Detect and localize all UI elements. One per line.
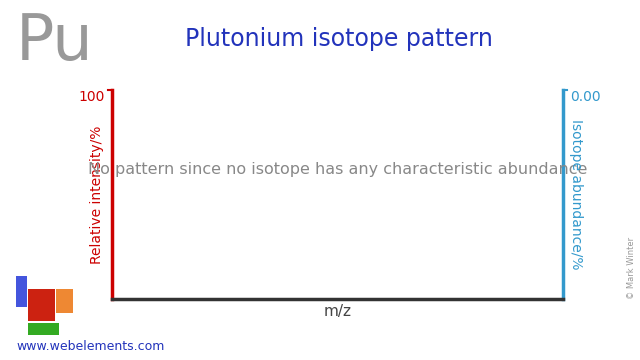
Bar <box>56 289 73 313</box>
Text: 0.00: 0.00 <box>570 90 600 104</box>
X-axis label: m/z: m/z <box>324 304 351 319</box>
Text: www.webelements.com: www.webelements.com <box>16 340 164 353</box>
Bar <box>28 289 55 321</box>
Y-axis label: Relative intensity/%: Relative intensity/% <box>90 125 104 264</box>
Text: Plutonium isotope pattern: Plutonium isotope pattern <box>185 27 493 51</box>
Y-axis label: Isotope abundance/%: Isotope abundance/% <box>569 119 582 270</box>
Text: Pu: Pu <box>16 11 93 73</box>
Text: No pattern since no isotope has any characteristic abundance: No pattern since no isotope has any char… <box>88 162 588 177</box>
Text: 100: 100 <box>79 90 105 104</box>
Text: © Mark Winter: © Mark Winter <box>627 237 636 299</box>
Bar <box>28 323 59 335</box>
Bar <box>16 276 27 307</box>
